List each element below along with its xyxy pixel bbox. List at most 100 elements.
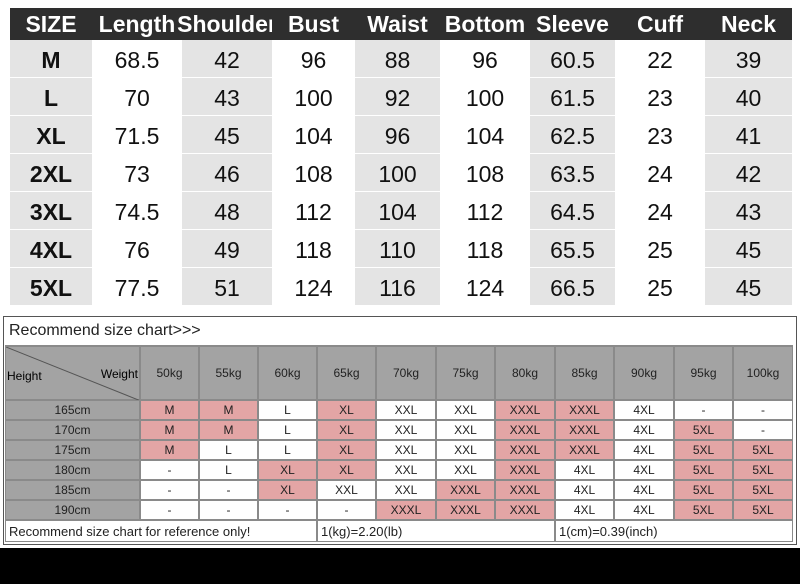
size-recommend: XXXL [495,460,555,480]
size-cell: 92 [355,78,440,115]
footer-note: 1(cm)=0.39(inch) [555,520,793,542]
weight-header: 95kg [674,346,733,400]
height-cell: 165cm [5,400,140,420]
size-cell: 73 [92,154,182,191]
size-cell: 25 [615,230,705,267]
size-recommend: M [199,400,258,420]
size-cell: 45 [705,230,792,267]
weight-header: 60kg [258,346,317,400]
size-cell: 3XL [10,192,92,229]
size-recommend: 4XL [614,400,674,420]
diagonal [6,347,141,401]
size-recommend: 5XL [733,460,793,480]
chart-title: Recommend size chart>>> [5,317,793,346]
weight-header: 50kg [140,346,199,400]
size-cell: 62.5 [530,116,615,153]
weight-label: Weight [100,367,138,381]
size-cell: 42 [705,154,792,191]
size-recommend: XL [317,420,376,440]
header-cell: SIZE [10,8,92,40]
size-recommend: - [140,480,199,500]
size-recommend: XXXL [376,500,436,520]
size-cell: 40 [705,78,792,115]
size-recommend: 5XL [733,480,793,500]
header-cell: Sleeve [530,8,615,40]
size-recommend: 5XL [674,480,733,500]
height-cell: 180cm [5,460,140,480]
header-cell: Neck [705,8,792,40]
size-cell: 64.5 [530,192,615,229]
size-recommend: - [199,500,258,520]
chart-frame [3,316,797,545]
size-recommend: XXL [376,460,436,480]
size-cell: 51 [182,268,272,305]
header-cell: Bust [272,8,355,40]
size-cell: 60.5 [530,40,615,77]
size-cell: 49 [182,230,272,267]
size-cell: 77.5 [92,268,182,305]
size-cell: 48 [182,192,272,229]
weight-header: 90kg [614,346,674,400]
size-recommend: 4XL [614,460,674,480]
size-cell: 88 [355,40,440,77]
height-cell: 185cm [5,480,140,500]
size-cell: 104 [272,116,355,153]
size-cell: 100 [440,78,530,115]
size-recommend: XXXL [555,400,614,420]
size-recommend: - [258,500,317,520]
size-recommend: XXXL [495,440,555,460]
size-cell: L [10,78,92,115]
size-recommend: - [199,480,258,500]
size-cell: 43 [705,192,792,229]
size-cell: 45 [705,268,792,305]
header-cell: Waist [355,8,440,40]
size-recommend: M [140,440,199,460]
size-recommend: XXXL [495,420,555,440]
size-recommend: XXXL [495,480,555,500]
size-cell: 100 [355,154,440,191]
size-cell: 66.5 [530,268,615,305]
size-recommend: XXL [376,420,436,440]
size-recommend: 4XL [614,420,674,440]
size-cell: 24 [615,192,705,229]
size-recommend: 5XL [674,500,733,520]
size-cell: 104 [355,192,440,229]
size-cell: 65.5 [530,230,615,267]
size-recommend: XL [317,400,376,420]
size-recommend: - [733,400,793,420]
size-recommend: XXXL [495,500,555,520]
size-cell: 46 [182,154,272,191]
size-cell: 42 [182,40,272,77]
size-recommend: 5XL [733,440,793,460]
size-cell: 76 [92,230,182,267]
size-cell: 25 [615,268,705,305]
size-cell: 61.5 [530,78,615,115]
size-recommend: 4XL [555,500,614,520]
size-cell: 74.5 [92,192,182,229]
size-cell: 4XL [10,230,92,267]
size-recommend: - [140,500,199,520]
size-cell: 124 [272,268,355,305]
weight-header: 55kg [199,346,258,400]
size-cell: 71.5 [92,116,182,153]
size-cell: 100 [272,78,355,115]
weight-header: 75kg [436,346,495,400]
size-recommend: XXXL [555,440,614,460]
size-recommend: XL [258,460,317,480]
size-recommend: L [199,460,258,480]
height-cell: 175cm [5,440,140,460]
bottom-bar [0,548,800,584]
size-cell: 108 [272,154,355,191]
size-cell: 112 [272,192,355,229]
size-cell: 63.5 [530,154,615,191]
size-recommend: XL [317,440,376,460]
size-recommend: XXL [376,480,436,500]
size-cell: 70 [92,78,182,115]
height-cell: 170cm [5,420,140,440]
size-recommend: 5XL [674,420,733,440]
size-cell: 116 [355,268,440,305]
size-cell: M [10,40,92,77]
size-cell: 24 [615,154,705,191]
footer-note: 1(kg)=2.20(lb) [317,520,555,542]
size-recommend: L [258,400,317,420]
